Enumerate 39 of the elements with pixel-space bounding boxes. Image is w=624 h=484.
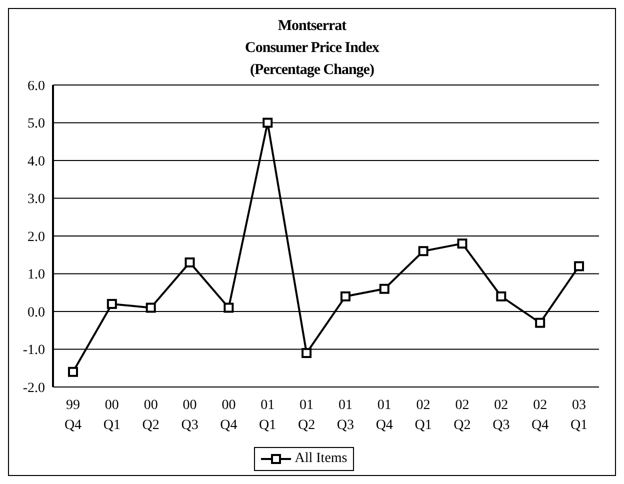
y-tick-label: 3.0 [28,192,45,208]
y-tick-label: 0.0 [28,305,45,320]
chart-title: Montserrat Consumer Price Index (Percentage Change) [244,17,380,78]
x-tick-label: 00 Q3 [181,398,198,433]
point [379,284,390,294]
x-tick-label: 00 Q1 [103,398,120,433]
y-tick-label: 1.0 [28,268,45,283]
point [262,118,273,128]
point [184,257,195,268]
y-tick-label: -1.0 [22,343,45,358]
point [457,238,468,249]
y-tick-label: 5.0 [28,116,45,132]
point [496,291,506,302]
y-tick-label: -2.0 [22,380,45,396]
x-tick-label: 02 Q3 [492,398,510,433]
x-tick-label: 00 Q2 [142,398,160,433]
x-tick-label: 00 Q4 [220,398,238,433]
point [68,366,78,377]
point [106,298,117,309]
x-tick-label: 01 Q2 [298,398,316,433]
point [146,302,156,313]
y-tick-label: 4.0 [28,154,45,170]
x-tick-label: 02 Q4 [532,398,549,433]
point [224,302,234,313]
x-tick-label: 02 Q2 [454,398,471,433]
y-tick-label: 2.0 [28,230,45,245]
x-tick-label: 02 Q1 [414,398,432,433]
point [418,246,428,256]
point [340,291,350,302]
legend-label: All Items [294,451,348,467]
x-tick-label: 01 Q1 [259,398,276,433]
x-tick-label: 99 Q4 [64,398,82,433]
point [302,348,312,358]
point [574,261,584,272]
y-tick-label: 6.0 [28,78,45,94]
x-tick-label: 01 Q4 [376,398,393,433]
point [535,318,546,328]
x-tick-label: 01 Q3 [336,398,354,433]
x-tick-label: 03 Q1 [570,398,588,433]
